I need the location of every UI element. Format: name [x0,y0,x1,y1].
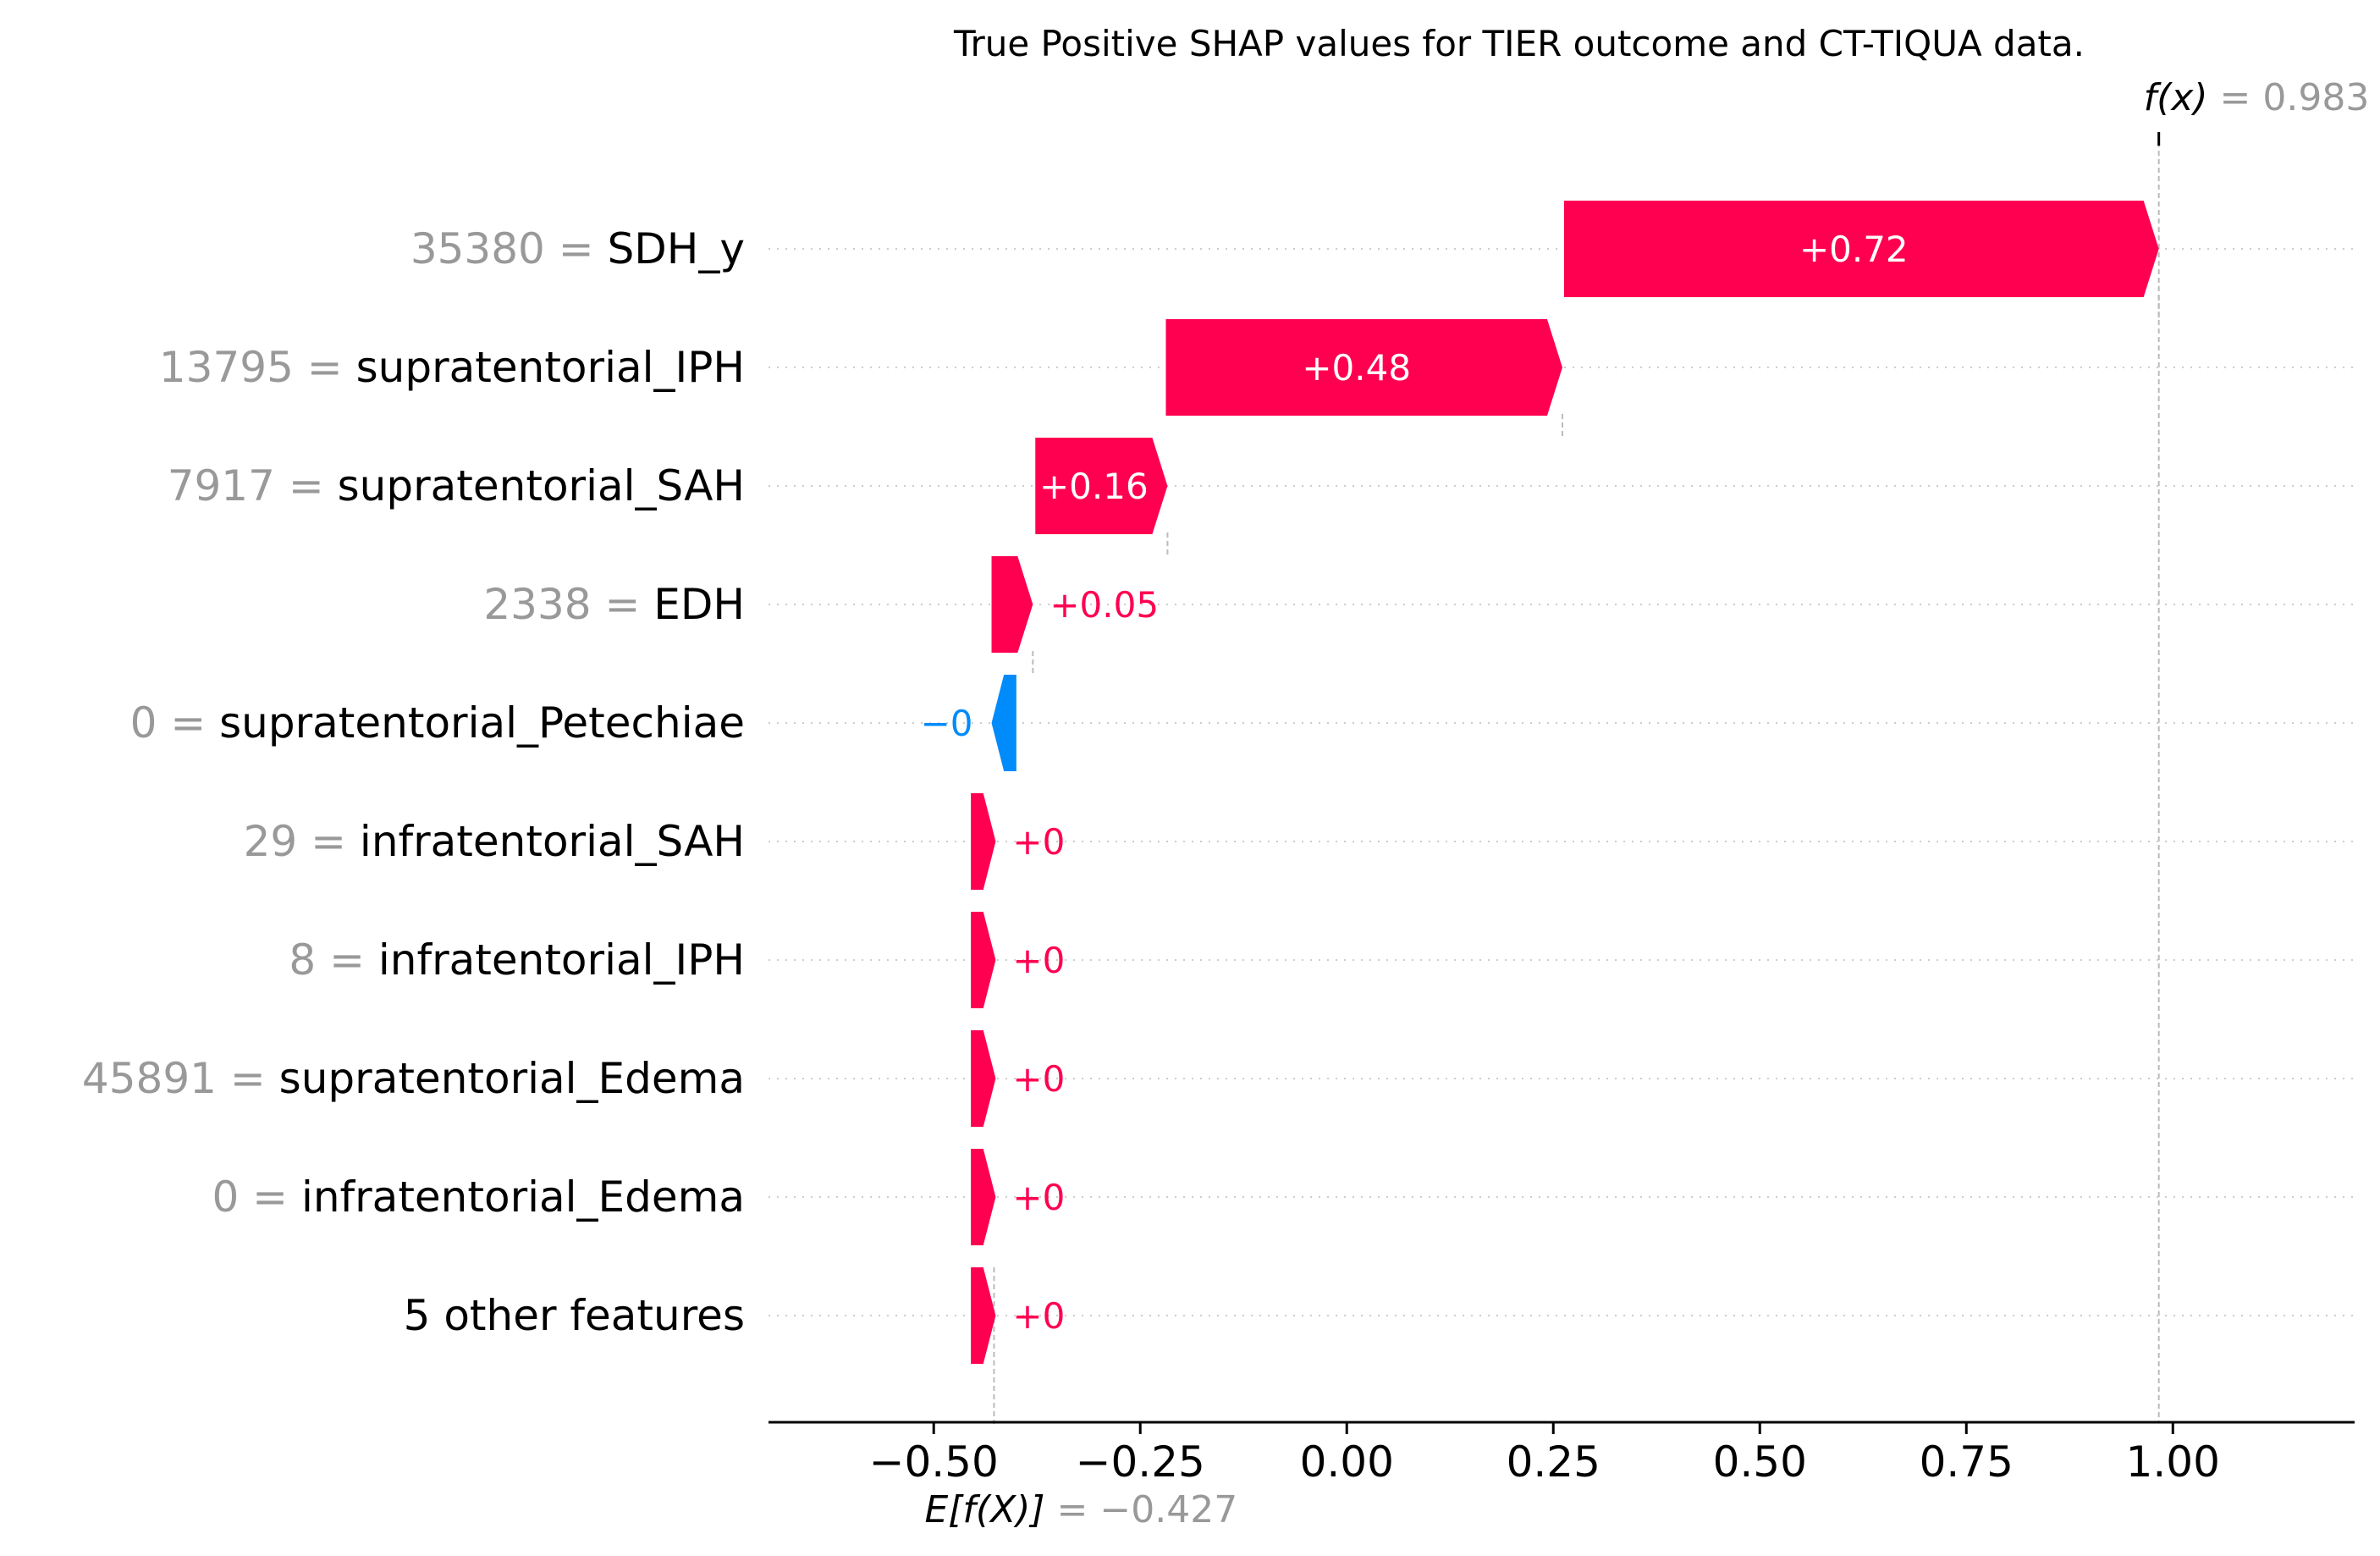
row-6-feature-value: 8 = [289,935,378,985]
row-8-value-label: +0 [1012,1177,1065,1218]
row-6-feature-label: 8 = infratentorial_IPH [289,935,745,985]
row-7-bar [971,1030,996,1127]
row-9-feature-name: 5 other features [404,1291,745,1340]
row-1-feature-label: 13795 = supratentorial_IPH [159,343,745,392]
row-4-feature-name: supratentorial_Petechiae [219,698,745,748]
row-4-value-label: −0 [921,703,973,744]
row-2-feature-value: 7917 = [168,461,338,510]
row-6-bar [971,912,996,1008]
row-4-feature-value: 0 = [130,698,220,748]
row-5-feature-label: 29 = infratentorial_SAH [244,817,745,866]
x-tick-label-0: −0.50 [869,1437,999,1487]
row-7-feature-name: supratentorial_Edema [279,1054,745,1103]
row-8-feature-label: 0 = infratentorial_Edema [212,1173,745,1222]
row-3-feature-value: 2338 = [483,580,653,629]
base-value-name: E[f(X)] [924,1488,1056,1531]
row-2-feature-label: 7917 = supratentorial_SAH [168,461,745,510]
row-0-feature-label: 35380 = SDH_y [410,224,745,273]
row-3-bar [991,556,1033,653]
row-8-feature-value: 0 = [212,1173,301,1222]
row-9-value-label: +0 [1012,1295,1065,1337]
row-8-feature-name: infratentorial_Edema [301,1173,745,1222]
row-7-feature-label: 45891 = supratentorial_Edema [82,1054,745,1103]
row-5-value-label: +0 [1012,821,1065,863]
row-5-feature-value: 29 = [244,817,360,866]
base-value-label: E[f(X)] = −0.427 [924,1488,1237,1531]
row-7-feature-value: 45891 = [82,1054,279,1103]
row-5-feature-name: infratentorial_SAH [360,817,745,866]
row-9-feature-label: 5 other features [404,1291,745,1340]
row-5-bar [971,793,996,890]
row-0-feature-name: SDH_y [608,224,745,273]
row-3-feature-label: 2338 = EDH [483,580,745,629]
chart-title: True Positive SHAP values for TIER outco… [953,23,2085,64]
row-2-bar [1035,438,1168,534]
x-tick-label-4: 0.50 [1713,1437,1807,1487]
row-7-value-label: +0 [1012,1058,1065,1100]
x-tick-label-3: 0.25 [1507,1437,1600,1487]
feature-labels: 35380 = SDH_y 13795 = supratentorial_IPH 7… [82,224,745,1340]
x-tick-label-1: −0.25 [1076,1437,1205,1487]
row-3-feature-name: EDH [653,580,745,629]
row-6-value-label: +0 [1012,940,1065,981]
x-tick-label-6: 1.00 [2126,1437,2220,1487]
row-9-bar [971,1267,996,1364]
x-tick-label-2: 0.00 [1300,1437,1394,1487]
row-4-feature-label: 0 = supratentorial_Petechiae [130,698,745,748]
row-1-feature-name: supratentorial_IPH [356,343,745,392]
row-1-feature-value: 13795 = [159,343,356,392]
row-8-bar [971,1149,996,1245]
row-gridlines [769,248,2355,1316]
row-6-feature-name: infratentorial_IPH [378,935,745,985]
row-0-feature-value: 35380 = [410,224,608,273]
row-2-value-label: +0.16 [1039,466,1149,507]
output-value-number: = 0.983 [2220,76,2370,119]
x-tick-label-5: 0.75 [1920,1437,2014,1487]
bars: +0.72 +0.48 +0.16 +0.05 −0 +0 +0 +0 +0 +0 [921,201,2159,1364]
x-axis: −0.50 −0.25 0.00 0.25 0.50 0.75 1.00 [769,1421,2355,1487]
connector-lines [993,134,2160,1424]
row-4-bar [991,675,1016,771]
row-3-value-label: +0.05 [1050,584,1159,626]
row-1-bar [1165,319,1562,416]
base-value-number: = −0.427 [1057,1488,1238,1531]
row-0-value-label: +0.72 [1799,229,1909,270]
output-value-name: f(x) [2144,76,2220,119]
row-1-value-label: +0.48 [1302,347,1411,389]
output-value-label: f(x) = 0.983 [2144,76,2370,119]
value-markers: f(x) = 0.983 E[f(X)] = −0.427 [924,76,2369,1531]
row-0-bar [1563,201,2159,297]
row-2-feature-name: supratentorial_SAH [338,461,745,510]
